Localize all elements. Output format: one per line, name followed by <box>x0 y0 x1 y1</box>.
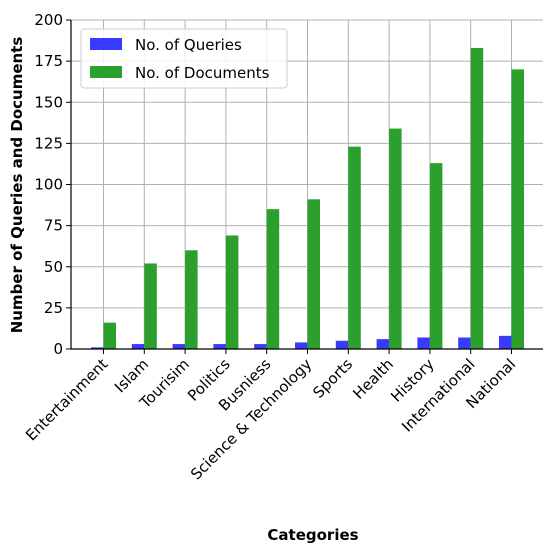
bar-documents <box>266 209 280 349</box>
legend-frame <box>80 28 288 89</box>
bar-documents <box>144 263 157 349</box>
bar-documents <box>225 235 239 349</box>
legend-swatch-documents <box>90 66 122 78</box>
bar-queries <box>295 342 308 349</box>
bar-queries <box>172 344 186 349</box>
x-ticks: Entertainment IslamTourisimPoliticsBusnie… <box>22 349 519 483</box>
bar-queries <box>376 339 390 349</box>
bar-documents <box>103 322 116 349</box>
bar-documents <box>307 199 320 349</box>
y-tick-label: 75 <box>44 217 63 235</box>
legend-label-documents: No. of Documents <box>135 64 270 82</box>
bar-queries <box>213 344 226 349</box>
bar-documents <box>348 146 361 349</box>
y-tick-label: 100 <box>34 176 63 194</box>
bar-documents <box>389 128 402 349</box>
legend: No. of Queries No. of Documents <box>80 28 288 89</box>
y-tick-label: 125 <box>34 134 63 152</box>
y-tick-label: 175 <box>34 52 63 70</box>
legend-label-queries: No. of Queries <box>135 36 242 54</box>
bar-queries <box>458 337 471 349</box>
legend-swatch-queries <box>90 38 122 50</box>
bars <box>91 47 524 350</box>
x-tick-label: Entertainment <box>22 355 111 444</box>
y-tick-label: 150 <box>34 93 63 111</box>
bar-queries <box>417 337 430 349</box>
y-tick-label: 0 <box>53 340 63 358</box>
bar-documents <box>429 163 443 349</box>
y-axis-title: Number of Queries and Documents <box>8 37 26 334</box>
x-tick-label: Sports <box>309 355 356 402</box>
bar-queries <box>131 344 145 349</box>
bar-documents <box>185 250 198 349</box>
y-tick-label: 25 <box>44 299 63 317</box>
bar-queries <box>254 344 267 349</box>
y-tick-label: 200 <box>34 11 63 29</box>
y-tick-label: 50 <box>44 258 63 276</box>
bar-queries <box>335 340 349 349</box>
bar-queries <box>91 347 104 349</box>
y-ticks: 0 25 50 75 100 125 150 175 200 <box>34 11 71 358</box>
bar-documents <box>470 47 484 350</box>
x-axis-title: Categories <box>267 526 358 544</box>
bar-queries <box>499 335 512 349</box>
bar-documents <box>511 69 524 349</box>
